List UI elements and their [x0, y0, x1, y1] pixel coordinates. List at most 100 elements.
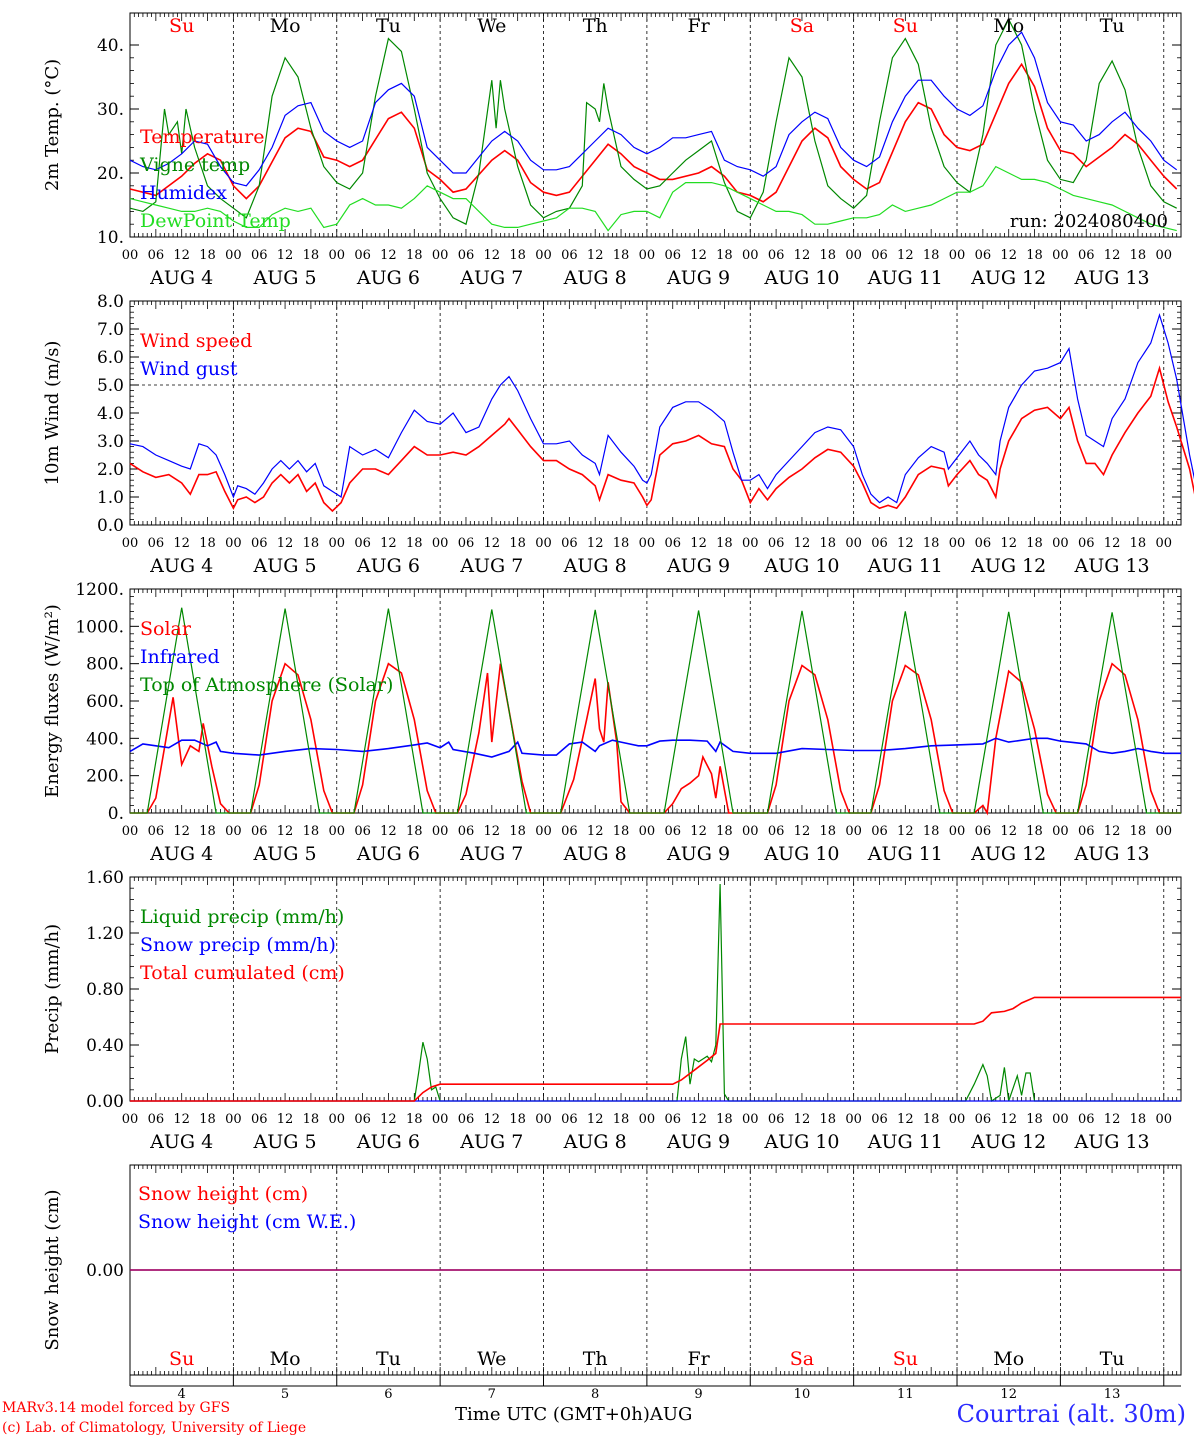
hour-label: 06: [975, 248, 992, 263]
legend-entry: Humidex: [140, 182, 227, 204]
hour-label: 00: [949, 1112, 966, 1127]
date-label: AUG 4: [149, 843, 213, 865]
hour-label: 12: [587, 824, 604, 839]
y-tick-label: 3.0: [97, 432, 124, 452]
hour-label: 00: [742, 824, 759, 839]
hour-label: 18: [923, 536, 940, 551]
hour-label: 00: [1155, 1112, 1172, 1127]
series-line-total-cumulated-cm-: [130, 996, 1181, 1102]
hour-label: 18: [303, 1112, 320, 1127]
y-tick-label: 1.60: [86, 868, 124, 888]
day-number-label: 11: [897, 1387, 914, 1402]
y-tick-label: 0.40: [86, 1036, 124, 1056]
date-label: AUG 7: [459, 555, 523, 577]
hour-label: 18: [509, 1112, 526, 1127]
hour-label: 06: [871, 536, 888, 551]
hour-label: 12: [277, 536, 294, 551]
hour-label: 12: [1104, 536, 1121, 551]
date-label: AUG 5: [253, 555, 317, 577]
hour-label: 18: [303, 824, 320, 839]
weekday-label: Tu: [1100, 1348, 1125, 1370]
hour-label: 18: [509, 536, 526, 551]
date-label: AUG 13: [1074, 267, 1150, 289]
hour-label: 12: [173, 824, 190, 839]
hour-label: 18: [1026, 536, 1043, 551]
hour-label: 12: [173, 536, 190, 551]
run-annotation: run: 2024080400: [1010, 211, 1168, 232]
day-number-label: 5: [281, 1387, 289, 1402]
date-label: AUG 11: [867, 1131, 943, 1153]
date-label: AUG 11: [867, 843, 943, 865]
hour-label: 06: [1078, 536, 1095, 551]
hour-label: 06: [871, 1112, 888, 1127]
hour-label: 18: [1130, 824, 1147, 839]
hour-label: 12: [1104, 248, 1121, 263]
series-line-solar: [130, 662, 1181, 816]
weekday-label: We: [477, 15, 506, 37]
hour-label: 06: [975, 536, 992, 551]
y-tick-label: 800.: [86, 655, 124, 675]
hour-label: 00: [122, 248, 139, 263]
hour-label: 12: [173, 248, 190, 263]
panel-2: 10m Wind (m/s): [42, 300, 1194, 526]
hour-label: 06: [561, 1112, 578, 1127]
hour-label: 00: [432, 824, 449, 839]
y-tick-label: 1.0: [97, 488, 124, 508]
hour-label: 00: [225, 824, 242, 839]
legend-entry: Temperature: [140, 126, 264, 148]
hour-label: 00: [742, 536, 759, 551]
y-axis-label: 2m Temp. (°C): [42, 59, 63, 191]
hour-label: 00: [225, 248, 242, 263]
date-label: AUG 12: [970, 1131, 1046, 1153]
credit-line-2: (c) Lab. of Climatology, University of L…: [2, 1420, 307, 1436]
y-tick-label: 0.80: [86, 980, 124, 1000]
date-label: AUG 12: [970, 555, 1046, 577]
hour-label: 18: [1026, 248, 1043, 263]
date-label: AUG 11: [867, 555, 943, 577]
y-tick-label: 30.: [97, 100, 124, 120]
hour-label: 00: [225, 1112, 242, 1127]
y-axis-label: 10m Wind (m/s): [42, 341, 63, 486]
hour-label: 18: [199, 248, 216, 263]
hour-label: 18: [199, 1112, 216, 1127]
series-line-wind-speed: [129, 365, 1194, 513]
hour-label: 18: [716, 824, 733, 839]
weekday-label: Su: [893, 1348, 918, 1370]
weekday-label: Th: [583, 1348, 608, 1370]
hour-label: 18: [1026, 824, 1043, 839]
date-label: AUG 6: [356, 555, 420, 577]
hour-label: 12: [1104, 1112, 1121, 1127]
hour-label: 12: [1000, 824, 1017, 839]
y-tick-label: 2.0: [97, 460, 124, 480]
weekday-label: Sa: [790, 15, 814, 37]
series-line-wind-gust: [129, 312, 1194, 504]
hour-label: 00: [949, 536, 966, 551]
xaxis-month: AUG: [649, 1404, 693, 1425]
hour-label: 00: [1052, 248, 1069, 263]
date-label: AUG 7: [459, 843, 523, 865]
hour-label: 18: [1130, 248, 1147, 263]
hour-label: 18: [923, 1112, 940, 1127]
series-line-top-of-atmosphere-solar-: [130, 607, 1181, 814]
legend-entry: Wind gust: [140, 358, 238, 380]
y-tick-label: 0.00: [86, 1261, 124, 1281]
hour-label: 06: [458, 536, 475, 551]
hour-label: 18: [406, 248, 423, 263]
hour-label: 18: [613, 1112, 630, 1127]
legend-entry: Solar: [140, 618, 192, 640]
hour-label: 06: [975, 1112, 992, 1127]
y-tick-label: 200.: [86, 767, 124, 787]
date-label: AUG 10: [763, 1131, 839, 1153]
date-label: AUG 9: [666, 843, 730, 865]
date-label: AUG 8: [563, 267, 627, 289]
date-label: AUG 5: [253, 843, 317, 865]
hour-label: 18: [406, 824, 423, 839]
hour-label: 12: [690, 536, 707, 551]
date-label: AUG 8: [563, 555, 627, 577]
date-label: AUG 6: [356, 1131, 420, 1153]
hour-label: 18: [199, 536, 216, 551]
hour-label: 06: [664, 536, 681, 551]
legend-entry: Snow precip (mm/h): [140, 934, 336, 956]
weekday-label: Th: [583, 15, 608, 37]
